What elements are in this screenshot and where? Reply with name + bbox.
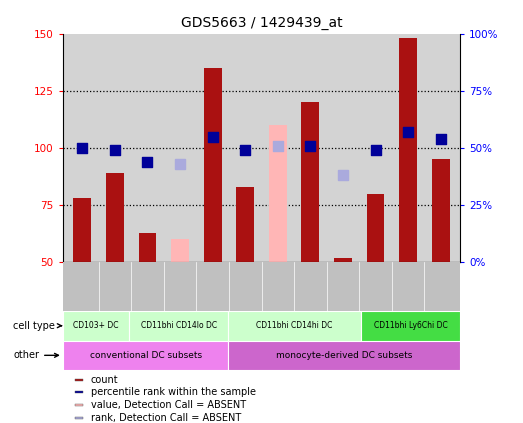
Text: conventional DC subsets: conventional DC subsets <box>89 351 202 360</box>
Bar <box>75 417 83 419</box>
Bar <box>75 391 83 393</box>
Point <box>111 147 119 154</box>
FancyBboxPatch shape <box>229 341 460 370</box>
Text: CD11bhi Ly6Chi DC: CD11bhi Ly6Chi DC <box>373 321 448 330</box>
Point <box>437 135 445 142</box>
Point <box>78 145 86 151</box>
Point <box>143 158 152 165</box>
FancyBboxPatch shape <box>129 311 229 341</box>
Bar <box>301 102 320 262</box>
Text: rank, Detection Call = ABSENT: rank, Detection Call = ABSENT <box>91 413 241 423</box>
Text: other: other <box>13 350 59 360</box>
Point <box>306 143 314 149</box>
Point <box>404 129 412 135</box>
Text: CD11bhi CD14lo DC: CD11bhi CD14lo DC <box>141 321 217 330</box>
FancyBboxPatch shape <box>63 341 229 370</box>
Point <box>209 133 217 140</box>
Text: CD11bhi CD14hi DC: CD11bhi CD14hi DC <box>256 321 333 330</box>
Point <box>371 147 380 154</box>
Bar <box>431 159 450 262</box>
Bar <box>106 173 124 262</box>
FancyBboxPatch shape <box>361 311 460 341</box>
Text: monocyte-derived DC subsets: monocyte-derived DC subsets <box>276 351 413 360</box>
FancyBboxPatch shape <box>229 311 361 341</box>
Point <box>274 143 282 149</box>
Text: percentile rank within the sample: percentile rank within the sample <box>91 387 256 397</box>
Bar <box>75 379 83 381</box>
Bar <box>75 404 83 406</box>
Text: count: count <box>91 375 119 385</box>
Bar <box>73 198 92 262</box>
Bar <box>171 239 189 262</box>
Title: GDS5663 / 1429439_at: GDS5663 / 1429439_at <box>180 16 343 30</box>
Bar <box>203 68 222 262</box>
Bar <box>334 258 352 262</box>
Bar <box>367 194 384 262</box>
FancyBboxPatch shape <box>63 311 129 341</box>
Point <box>241 147 249 154</box>
Text: CD103+ DC: CD103+ DC <box>73 321 119 330</box>
Point <box>339 172 347 179</box>
Text: value, Detection Call = ABSENT: value, Detection Call = ABSENT <box>91 400 246 410</box>
Bar <box>269 125 287 262</box>
Text: cell type: cell type <box>13 321 61 331</box>
Point <box>176 161 184 168</box>
Bar <box>139 233 156 262</box>
Bar <box>236 187 254 262</box>
Bar <box>399 38 417 262</box>
